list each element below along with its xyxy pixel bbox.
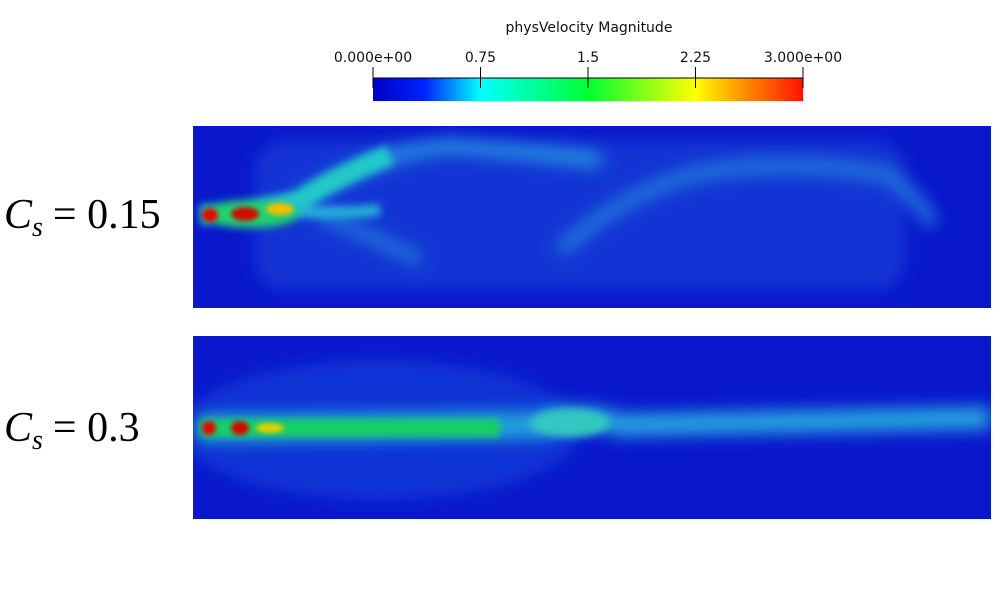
panel-label: Cs = 0.15 xyxy=(4,192,161,243)
tick-label: 3.000e+00 xyxy=(764,50,842,66)
relation: = 0.3 xyxy=(53,405,140,451)
panel-label: Cs = 0.3 xyxy=(4,405,140,456)
tick-label: 1.5 xyxy=(577,50,599,66)
colorbar-title: physVelocity Magnitude xyxy=(506,20,673,36)
flow-field xyxy=(193,126,991,308)
subscript: s xyxy=(32,425,43,456)
symbol: C xyxy=(4,192,33,238)
tick-label: 0.75 xyxy=(465,50,496,66)
symbol: C xyxy=(4,405,33,451)
relation: = 0.15 xyxy=(53,192,161,238)
flow-field xyxy=(193,336,991,519)
tick-label: 0.000e+00 xyxy=(334,50,412,66)
tick-label: 2.25 xyxy=(680,50,711,66)
subscript: s xyxy=(32,212,43,243)
